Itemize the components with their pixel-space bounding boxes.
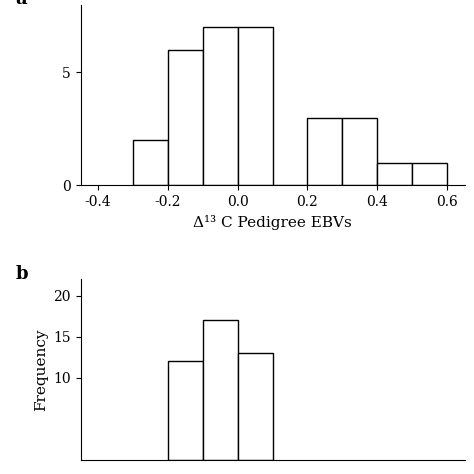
Bar [308, 118, 342, 185]
Bar [203, 320, 237, 460]
Bar [168, 50, 203, 185]
Bar [203, 27, 237, 185]
Bar [237, 353, 273, 460]
Bar [133, 140, 168, 185]
Bar [342, 118, 377, 185]
Bar [168, 361, 203, 460]
Bar [412, 163, 447, 185]
Bar [237, 27, 273, 185]
Bar [377, 163, 412, 185]
Text: b: b [15, 265, 28, 283]
X-axis label: Δ¹³ C Pedigree EBVs: Δ¹³ C Pedigree EBVs [193, 215, 352, 229]
Y-axis label: Frequency: Frequency [34, 328, 48, 411]
Text: a: a [15, 0, 27, 8]
